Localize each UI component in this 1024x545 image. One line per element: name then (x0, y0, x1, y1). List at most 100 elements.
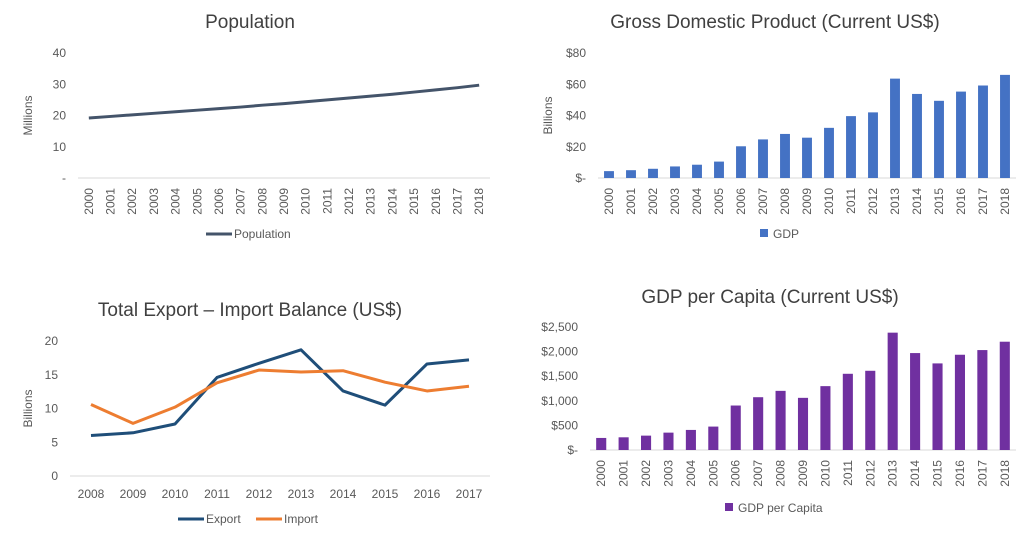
y-tick-label: 0 (51, 469, 58, 483)
x-tick-label: 2004 (169, 188, 183, 215)
bar (1000, 74, 1010, 178)
bar (596, 437, 607, 450)
x-tick-label: 2010 (162, 487, 189, 501)
y-tick-label: $2,500 (541, 320, 578, 334)
bar (912, 93, 922, 178)
x-tick-label: 2017 (456, 487, 483, 501)
x-tick-label: 2015 (407, 188, 421, 215)
bar (978, 85, 988, 178)
x-tick-label: 2005 (706, 460, 720, 487)
x-tick-label: 2009 (277, 188, 291, 215)
x-tick-label: 2009 (800, 188, 814, 215)
x-tick-label: 2013 (886, 460, 900, 487)
bar (641, 435, 652, 450)
bar (753, 397, 764, 450)
x-tick-label: 2018 (472, 188, 486, 215)
y-axis-label: Billions (541, 96, 555, 134)
x-tick-label: 2017 (975, 460, 989, 487)
x-tick-label: 2011 (841, 460, 855, 486)
bar (780, 133, 790, 178)
x-tick-label: 2018 (998, 188, 1012, 215)
bar (824, 127, 834, 178)
legend-swatch (725, 503, 733, 511)
y-tick-label: 10 (45, 402, 59, 416)
x-tick-label: 2009 (796, 460, 810, 487)
legend-label: Import (284, 512, 319, 526)
x-tick-label: 2014 (910, 188, 924, 215)
bar (846, 116, 856, 178)
bar (618, 437, 629, 450)
bar (977, 350, 988, 450)
x-tick-label: 2013 (288, 487, 315, 501)
x-tick-label: 2016 (429, 188, 443, 215)
bar (932, 363, 943, 450)
x-tick-label: 2015 (372, 487, 399, 501)
x-tick-label: 2014 (908, 460, 922, 487)
x-tick-label: 2008 (78, 487, 105, 501)
y-tick-label: $500 (551, 418, 578, 432)
bar (865, 370, 876, 450)
x-tick-label: 2011 (204, 487, 230, 501)
x-tick-label: 2008 (255, 188, 269, 215)
x-tick-label: 2008 (774, 460, 788, 487)
chart-3: GDP per Capita (Current US$) $- $500 $1,000… (541, 287, 1016, 515)
bar (685, 429, 696, 450)
x-tick-label: 2001 (624, 188, 638, 215)
y-tick-label: 10 (53, 140, 67, 154)
x-tick-label: 2007 (751, 460, 765, 487)
x-tick-label: 2011 (320, 188, 334, 214)
y-tick-label: 20 (45, 334, 59, 348)
legend-swatch (760, 229, 768, 237)
x-tick-label: 2002 (125, 188, 139, 215)
x-tick-label: 2012 (342, 188, 356, 215)
bar (956, 91, 966, 178)
y-tick-label: $20 (566, 140, 586, 154)
x-tick-label: 2000 (594, 460, 608, 487)
bar (604, 171, 614, 178)
y-tick-label: - (62, 171, 66, 185)
bar (648, 168, 658, 178)
bar (890, 78, 900, 178)
bar (670, 166, 680, 178)
x-tick-label: 2009 (120, 487, 147, 501)
chart-1: Gross Domestic Product (Current US$) Bill… (541, 12, 1016, 241)
bar (758, 139, 768, 178)
x-tick-label: 2002 (646, 188, 660, 215)
legend-label: GDP (773, 227, 799, 241)
x-tick-label: 2012 (863, 460, 877, 487)
bar (714, 161, 724, 178)
x-tick-label: 2014 (330, 487, 357, 501)
y-tick-label: $1,000 (541, 394, 578, 408)
series-line-import (90, 368, 470, 425)
x-tick-label: 2000 (602, 188, 616, 215)
bar (626, 170, 636, 178)
y-tick-label: 15 (45, 368, 59, 382)
x-tick-label: 2008 (778, 188, 792, 215)
chart-0: Population Millions - 10 20 30 40 2000 2001 2002 2… (21, 12, 490, 241)
x-tick-label: 2003 (668, 188, 682, 215)
y-tick-label: $- (575, 171, 586, 185)
y-axis-label: Billions (21, 389, 35, 427)
bar (736, 146, 746, 178)
x-tick-label: 2001 (617, 460, 631, 487)
bar (730, 405, 741, 450)
x-tick-label: 2018 (998, 460, 1012, 487)
legend-label: Export (206, 512, 241, 526)
chart-title: Gross Domestic Product (Current US$) (610, 12, 939, 33)
bar (887, 332, 898, 450)
x-tick-label: 2016 (953, 460, 967, 487)
x-tick-label: 2016 (414, 487, 441, 501)
x-tick-label: 2006 (729, 460, 743, 487)
x-tick-label: 2000 (82, 188, 96, 215)
bar (954, 354, 965, 450)
x-tick-label: 2003 (147, 188, 161, 215)
chart-title: Population (205, 12, 295, 33)
y-tick-label: $40 (566, 109, 586, 123)
y-tick-label: $1,500 (541, 369, 578, 383)
x-tick-label: 2010 (299, 188, 313, 215)
chart-title: GDP per Capita (Current US$) (641, 287, 898, 308)
y-tick-label: $60 (566, 77, 586, 91)
x-tick-label: 2012 (866, 188, 880, 215)
y-tick-label: 40 (53, 46, 67, 60)
